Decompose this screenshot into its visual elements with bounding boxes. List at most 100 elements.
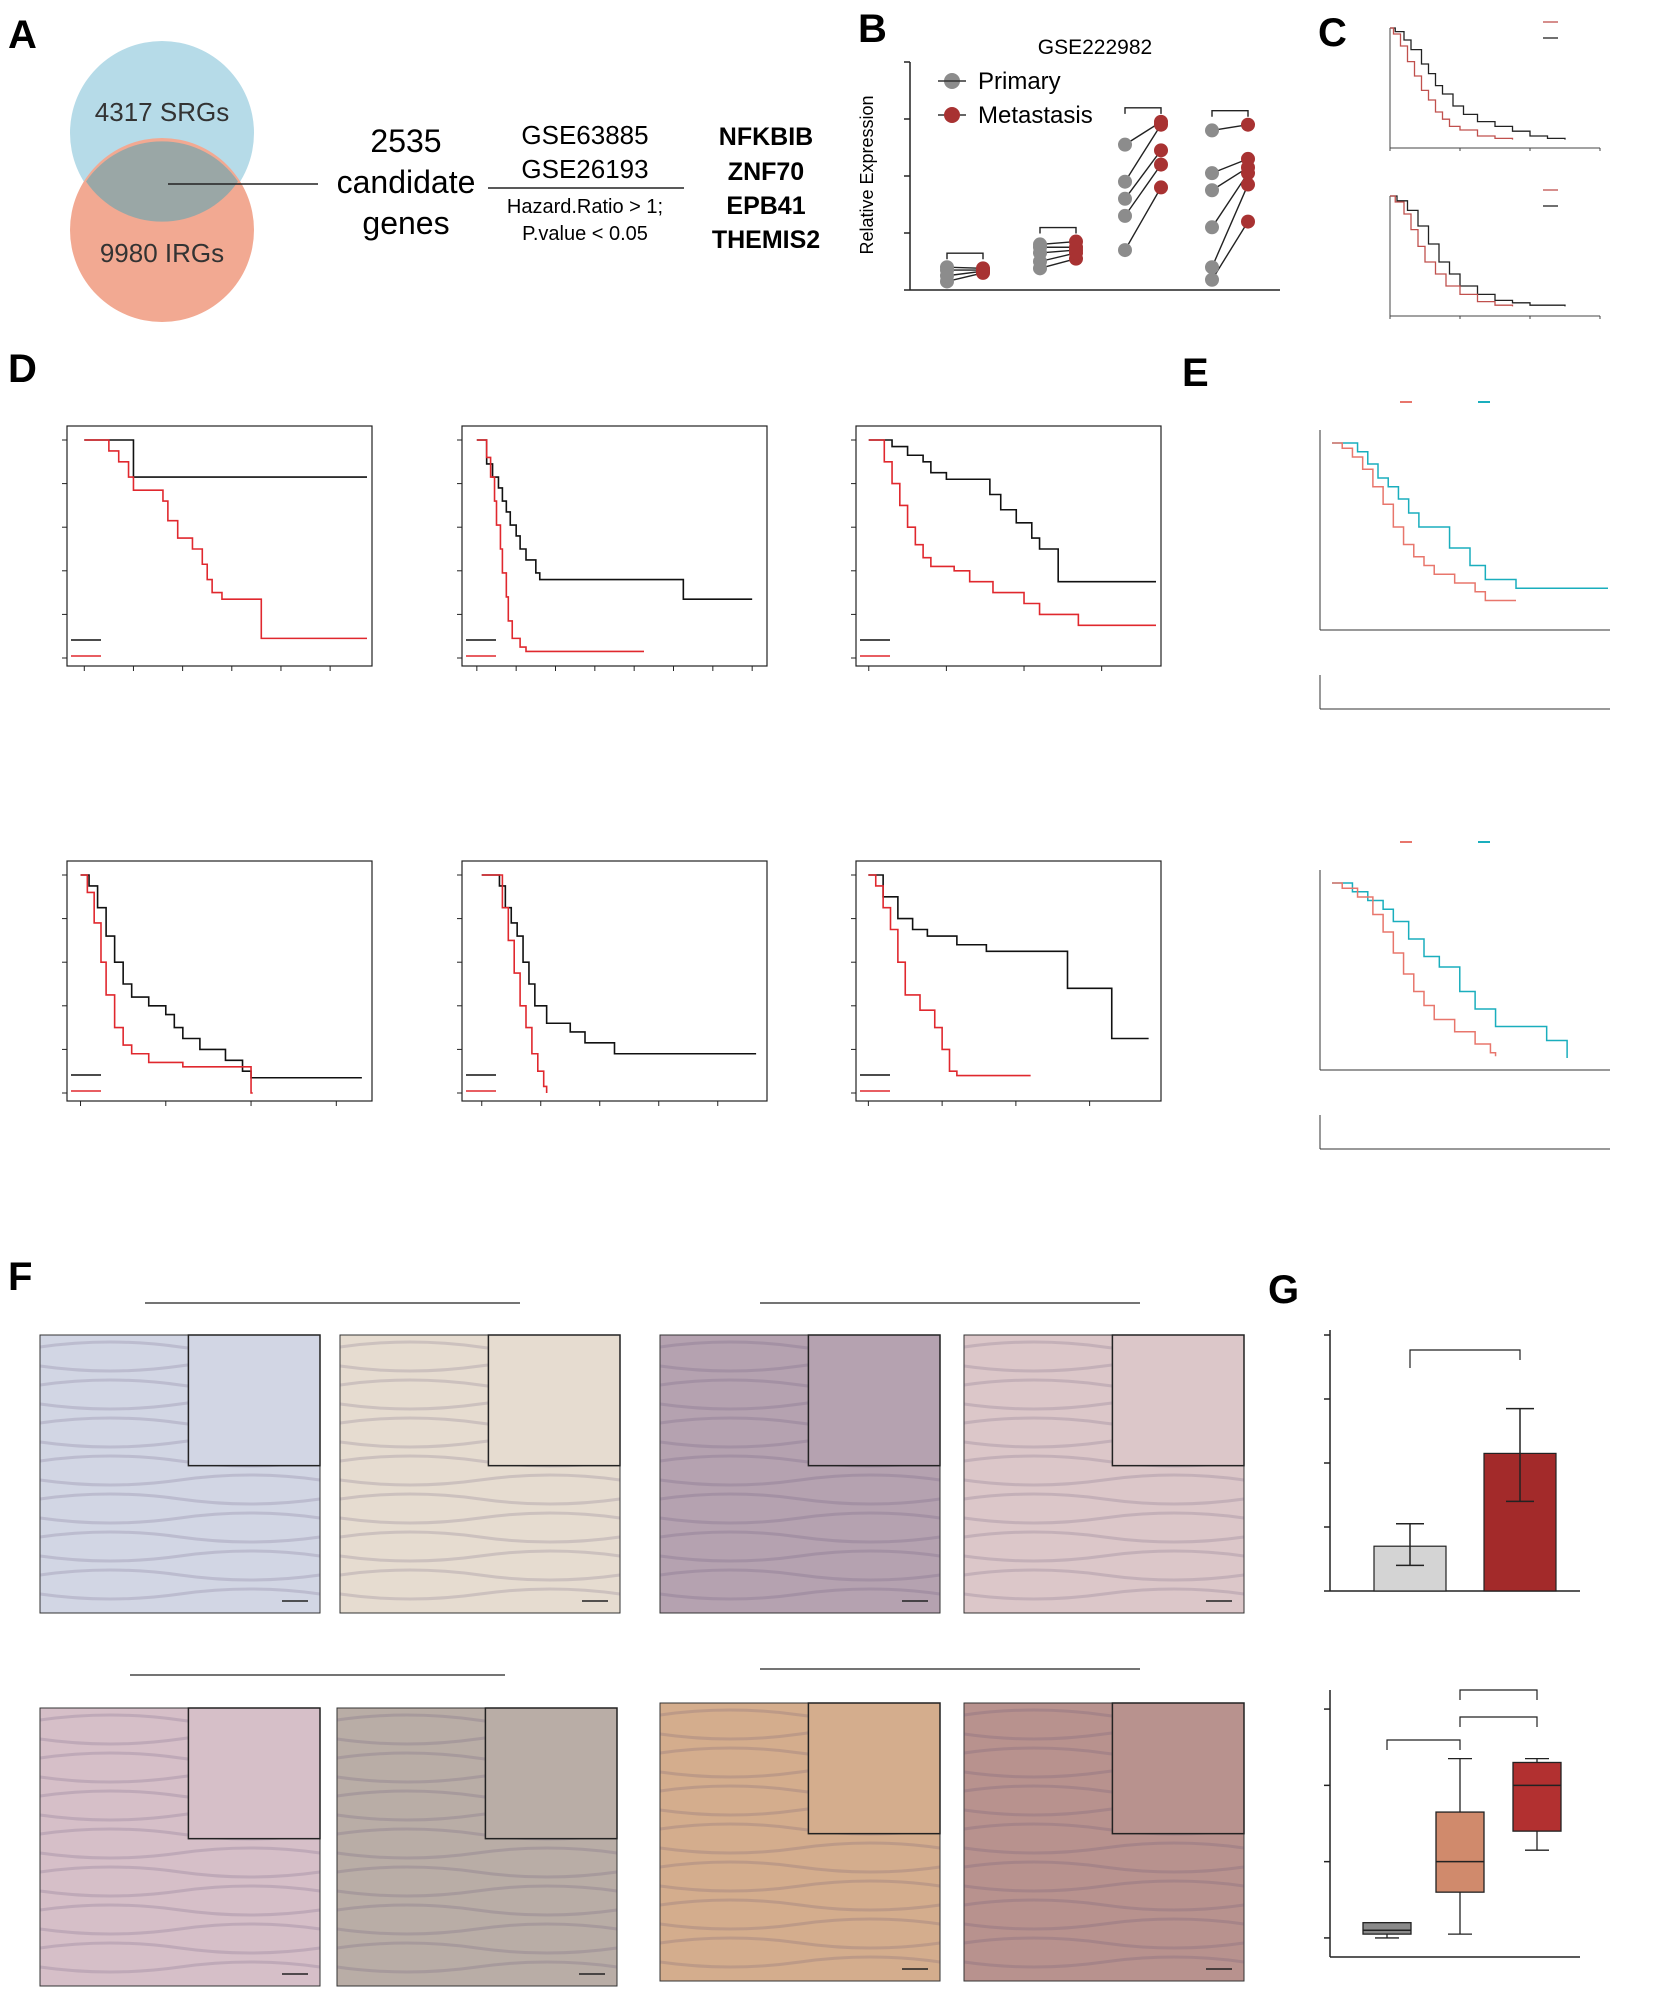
ihc-group-1 bbox=[659, 1302, 1245, 1614]
e-plot-1 bbox=[1319, 841, 1610, 1150]
ihc-tissue-texture bbox=[336, 1846, 618, 1860]
km-plot-epb41 bbox=[1389, 189, 1601, 319]
ihc-tissue-texture bbox=[39, 1903, 321, 1917]
ihc-tissue-texture bbox=[659, 1860, 941, 1874]
ihc-tissue-texture bbox=[659, 1587, 941, 1601]
b-primary-point bbox=[1118, 137, 1132, 152]
panel-label-d: D bbox=[8, 347, 37, 391]
ihc-tissue-texture bbox=[963, 1860, 1245, 1874]
b-primary-point bbox=[1118, 208, 1132, 223]
legend-primary-label: Primary bbox=[978, 68, 1061, 95]
ihc-image-groups bbox=[39, 1302, 1245, 1987]
b-pair-line bbox=[1124, 149, 1162, 200]
b-pair-line bbox=[1124, 187, 1162, 251]
d-curve-low bbox=[84, 439, 367, 478]
ihc-tissue-texture bbox=[336, 1903, 618, 1917]
km-plot-gse15622 bbox=[457, 860, 768, 1106]
ihc-tissue-texture bbox=[39, 1587, 321, 1601]
venn-overlap bbox=[86, 141, 238, 222]
ihc-tissue-texture bbox=[963, 1492, 1245, 1506]
chart-g-bar bbox=[1324, 1330, 1580, 1592]
b-significance-bracket bbox=[946, 252, 984, 260]
ihc-tissue-texture bbox=[39, 1530, 321, 1544]
b-metastasis-point bbox=[1241, 117, 1255, 132]
panel-label-e: E bbox=[1182, 351, 1209, 395]
b-primary-point bbox=[1205, 166, 1219, 181]
b-metastasis-point bbox=[976, 261, 990, 276]
ihc-tissue-texture bbox=[336, 1941, 618, 1955]
b-significance-bracket bbox=[1211, 110, 1249, 117]
b-metastasis-point bbox=[1069, 234, 1083, 249]
d-curve-low bbox=[476, 439, 753, 600]
g-box-2 bbox=[1512, 1761, 1562, 1832]
ihc-group-0 bbox=[39, 1302, 621, 1614]
ihc-tissue-texture bbox=[339, 1473, 621, 1487]
ihc-tissue-texture bbox=[659, 1841, 941, 1855]
panel-g: G bbox=[1268, 1268, 1580, 1958]
ihc-tissue-texture bbox=[659, 1568, 941, 1582]
c-curve-high bbox=[1390, 27, 1514, 140]
ihc-tissue-texture bbox=[659, 1936, 941, 1950]
panel-c: C bbox=[1318, 11, 1601, 319]
ihc-tissue-texture bbox=[963, 1917, 1245, 1931]
ihc-tissue-texture bbox=[963, 1587, 1245, 1601]
ihc-tissue-texture bbox=[39, 1960, 321, 1974]
gene-2: ZNF70 bbox=[728, 158, 804, 186]
ihc-tissue-texture bbox=[339, 1530, 621, 1544]
ihc-tissue-texture bbox=[39, 1941, 321, 1955]
b-metastasis-point bbox=[1241, 177, 1255, 192]
b-primary-point bbox=[1205, 183, 1219, 198]
km-plot-gse9891 bbox=[62, 860, 373, 1106]
e-curve-low bbox=[1332, 882, 1568, 1058]
d-curve-high bbox=[476, 439, 644, 653]
chart-b-axes bbox=[904, 61, 1280, 291]
km-plot-gse19829 bbox=[62, 425, 373, 671]
d-curve-low bbox=[481, 874, 757, 1055]
ihc-inset-zoom bbox=[187, 1707, 321, 1840]
venn-irg-label: 9980 IRGs bbox=[100, 238, 224, 268]
ihc-tissue-texture bbox=[339, 1549, 621, 1563]
panel-f: F bbox=[8, 1255, 1245, 1987]
ihc-tissue-texture bbox=[339, 1492, 621, 1506]
ihc-tissue-texture bbox=[963, 1955, 1245, 1969]
ihc-tissue-texture bbox=[659, 1955, 941, 1969]
ihc-tissue-texture bbox=[39, 1549, 321, 1563]
b-primary-point bbox=[1205, 123, 1219, 138]
panel-a: A 4317 SRGs 9980 IRGs 2535 candidate gen… bbox=[8, 13, 820, 322]
chart-g-box bbox=[1324, 1689, 1580, 1958]
d-curve-low bbox=[868, 874, 1149, 1040]
dataset-1: GSE63885 bbox=[521, 120, 648, 150]
d-plot-frame bbox=[461, 860, 768, 1102]
gene-1: NFKBIB bbox=[719, 123, 813, 151]
d-curve-high bbox=[481, 874, 548, 1093]
km-plot-themis2 bbox=[1389, 21, 1601, 151]
ihc-tissue-texture bbox=[659, 1511, 941, 1525]
ihc-tissue-texture bbox=[39, 1865, 321, 1879]
b-primary-point bbox=[1033, 237, 1047, 252]
panel-d: D bbox=[8, 347, 1162, 1106]
g-box-0 bbox=[1362, 1922, 1412, 1935]
ihc-tissue-texture bbox=[659, 1879, 941, 1893]
panel-label-c: C bbox=[1318, 11, 1347, 55]
b-primary-point bbox=[1205, 220, 1219, 235]
ihc-tissue-texture bbox=[39, 1473, 321, 1487]
c-curve-low bbox=[1390, 27, 1566, 140]
gene-4: THEMIS2 bbox=[712, 226, 820, 254]
b-metastasis-point bbox=[1241, 151, 1255, 166]
e-plot-0 bbox=[1319, 401, 1610, 710]
ihc-tissue-texture bbox=[963, 1879, 1245, 1893]
d-curve-high bbox=[868, 874, 1031, 1077]
candidate-count: 2535 bbox=[370, 123, 441, 159]
candidate-label-1: candidate bbox=[337, 164, 476, 200]
criteria-1: Hazard.Ratio > 1; bbox=[507, 196, 663, 218]
legend-metastasis-dot bbox=[944, 107, 960, 123]
g-box-bracket-1 bbox=[1386, 1739, 1461, 1750]
b-significance-bracket bbox=[1124, 107, 1162, 114]
d-plot-frame bbox=[66, 860, 373, 1102]
b-significance-bracket bbox=[1039, 226, 1077, 234]
ihc-tissue-texture bbox=[339, 1587, 621, 1601]
d-curve-high bbox=[84, 439, 367, 640]
km-plot-gse3149 bbox=[851, 425, 1162, 671]
ihc-group-3 bbox=[659, 1668, 1245, 1982]
gene-3: EPB41 bbox=[726, 192, 805, 220]
